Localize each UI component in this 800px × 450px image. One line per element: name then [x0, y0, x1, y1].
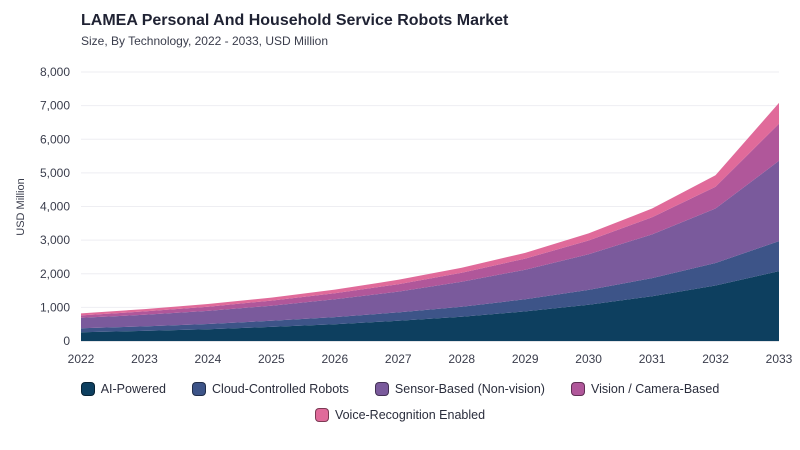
- y-tick-label: 8,000: [40, 65, 70, 79]
- legend-swatch: [374, 382, 389, 396]
- x-tick-label: 2024: [195, 352, 222, 366]
- legend-item[interactable]: Vision / Camera-Based: [570, 382, 720, 396]
- legend-item[interactable]: AI-Powered: [80, 382, 167, 396]
- legend-row: AI-Powered Cloud-Controlled Robots Sensor-…: [0, 382, 800, 396]
- area-series-sensor-based-non-vision[interactable]: [81, 160, 779, 329]
- y-tick-label: 7,000: [40, 99, 70, 113]
- y-axis-ticks: 0 1,000 2,000 3,000 4,000 5,000 6,000 7,000 8,00…: [40, 65, 70, 348]
- legend-label: Voice-Recognition Enabled: [334, 408, 486, 422]
- y-tick-label: 1,000: [40, 300, 70, 314]
- x-tick-label: 2023: [131, 352, 158, 366]
- x-tick-label: 2026: [321, 352, 348, 366]
- area-chart: 0 1,000 2,000 3,000 4,000 5,000 6,000 7,000 8,00…: [15, 65, 793, 366]
- x-tick-label: 2033: [766, 352, 793, 366]
- y-tick-label: 4,000: [40, 200, 70, 214]
- x-tick-label: 2030: [575, 352, 602, 366]
- x-tick-label: 2027: [385, 352, 412, 366]
- x-tick-label: 2025: [258, 352, 285, 366]
- x-tick-label: 2029: [512, 352, 539, 366]
- legend-label: Sensor-Based (Non-vision): [394, 382, 545, 396]
- x-tick-label: 2032: [702, 352, 729, 366]
- stacked-areas: [81, 102, 779, 341]
- y-axis-label: USD Million: [15, 178, 27, 235]
- y-tick-label: 6,000: [40, 132, 70, 146]
- y-tick-label: 0: [63, 334, 70, 348]
- y-tick-label: 2,000: [40, 267, 70, 281]
- legend-label: Vision / Camera-Based: [590, 382, 720, 396]
- chart-legend: AI-Powered Cloud-Controlled Robots Sensor-…: [0, 382, 800, 434]
- legend-item[interactable]: Voice-Recognition Enabled: [314, 408, 486, 422]
- legend-label: Cloud-Controlled Robots: [212, 382, 349, 396]
- legend-row: Voice-Recognition Enabled: [0, 408, 800, 422]
- legend-label: AI-Powered: [100, 382, 167, 396]
- legend-swatch: [192, 382, 207, 396]
- legend-item[interactable]: Sensor-Based (Non-vision): [374, 382, 545, 396]
- legend-swatch: [80, 382, 95, 396]
- area-series-cloud-controlled-robots[interactable]: [81, 241, 779, 333]
- legend-item[interactable]: Cloud-Controlled Robots: [192, 382, 349, 396]
- x-tick-label: 2022: [68, 352, 95, 366]
- x-tick-label: 2028: [448, 352, 475, 366]
- chart-title: LAMEA Personal And Household Service Rob…: [81, 12, 509, 29]
- area-series-ai-powered[interactable]: [81, 271, 779, 341]
- chart-subtitle: Size, By Technology, 2022 - 2033, USD Mi…: [81, 34, 329, 48]
- legend-swatch: [570, 382, 585, 396]
- y-tick-label: 3,000: [40, 233, 70, 247]
- legend-swatch: [314, 408, 329, 422]
- x-axis-ticks: 2022 2023 2024 2025 2026 2027 2028 2029 2030 2031…: [68, 352, 793, 366]
- x-tick-label: 2031: [639, 352, 666, 366]
- area-series-vision-camera-based[interactable]: [81, 123, 779, 318]
- y-tick-label: 5,000: [40, 166, 70, 180]
